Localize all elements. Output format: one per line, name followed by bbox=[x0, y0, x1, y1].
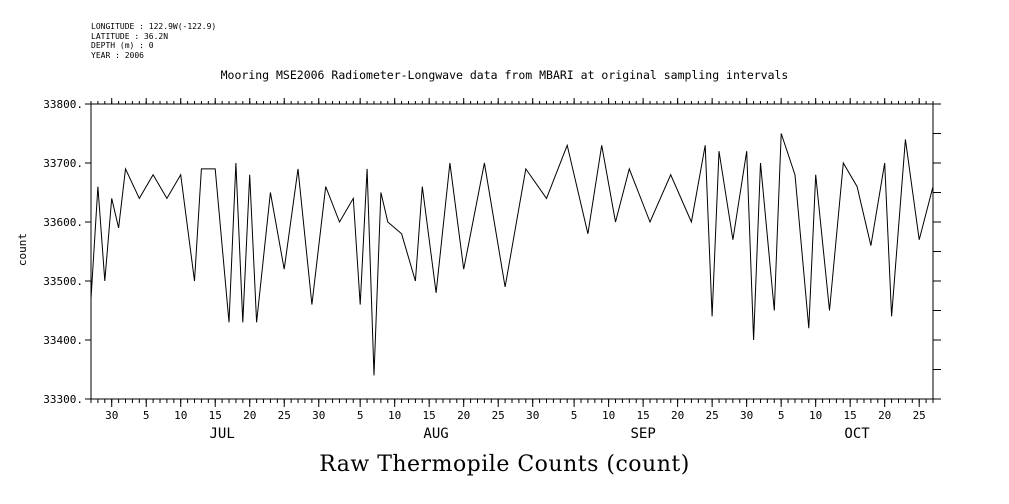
y-tick-label: 33600. bbox=[43, 216, 83, 229]
x-tick-label: 25 bbox=[278, 409, 291, 422]
y-tick-label: 33500. bbox=[43, 275, 83, 288]
x-tick-label: 25 bbox=[492, 409, 505, 422]
year-text: YEAR : 2006 bbox=[91, 50, 144, 60]
x-tick-label: 5 bbox=[778, 409, 785, 422]
x-tick-label: 15 bbox=[844, 409, 857, 422]
x-axis-label: Raw Thermopile Counts (count) bbox=[319, 452, 690, 477]
depth-text: DEPTH (m) : 0 bbox=[91, 41, 154, 50]
y-axis-label: count bbox=[16, 233, 29, 266]
x-tick-label: 30 bbox=[526, 409, 539, 422]
x-tick-label: 20 bbox=[671, 409, 684, 422]
y-tick-label: 33300. bbox=[43, 393, 83, 406]
x-tick-label: 30 bbox=[740, 409, 753, 422]
plot-frame bbox=[90, 103, 934, 400]
chart-title: Mooring MSE2006 Radiometer-Longwave data… bbox=[220, 68, 789, 82]
y-tick-label: 33800. bbox=[43, 98, 83, 111]
x-tick-label: 10 bbox=[809, 409, 822, 422]
y-tick-label: 33400. bbox=[43, 334, 83, 347]
x-tick-label: 15 bbox=[637, 409, 650, 422]
month-label: SEP bbox=[630, 426, 655, 442]
x-tick-label: 20 bbox=[878, 409, 891, 422]
x-tick-label: 25 bbox=[706, 409, 719, 422]
x-tick-label: 10 bbox=[388, 409, 401, 422]
x-tick-label: 5 bbox=[357, 409, 364, 422]
longitude-text: LONGITUDE : 122.9W(-122.9) bbox=[91, 22, 217, 31]
x-tick-label: 30 bbox=[105, 409, 118, 422]
x-tick-label: 15 bbox=[423, 409, 436, 422]
x-tick-label: 25 bbox=[913, 409, 926, 422]
x-tick-label: 20 bbox=[457, 409, 470, 422]
x-tick-label: 5 bbox=[143, 409, 150, 422]
month-label: OCT bbox=[844, 426, 870, 442]
series-line bbox=[90, 133, 934, 376]
metadata-block: LONGITUDE : 122.9W(-122.9) LATITUDE : 36… bbox=[91, 22, 216, 60]
x-tick-label: 30 bbox=[312, 409, 325, 422]
x-tick-label: 15 bbox=[209, 409, 222, 422]
x-tick-label: 10 bbox=[174, 409, 187, 422]
x-tick-label: 20 bbox=[243, 409, 256, 422]
month-label: AUG bbox=[423, 426, 448, 442]
latitude-text: LATITUDE : 36.2N bbox=[91, 31, 169, 41]
line-chart: 33300. 33400. 33500. 33600. 33700. 33800. 30 5 1… bbox=[16, 98, 941, 442]
x-tick-label: 10 bbox=[602, 409, 615, 422]
month-label: JUL bbox=[209, 426, 234, 442]
x-tick-label: 5 bbox=[571, 409, 578, 422]
y-tick-label: 33700. bbox=[43, 157, 83, 170]
